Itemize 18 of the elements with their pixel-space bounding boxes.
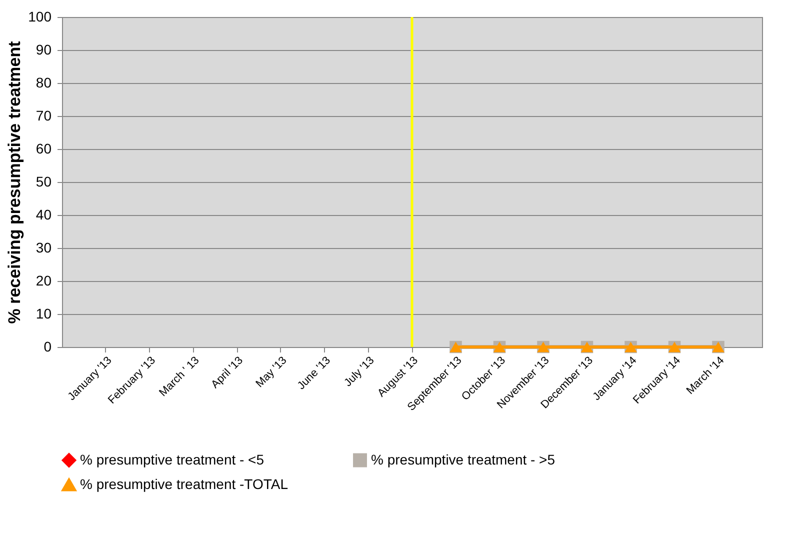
y-tick-label: 50 bbox=[36, 174, 52, 190]
y-tick-label: 60 bbox=[36, 140, 52, 156]
y-tick-label: 10 bbox=[36, 306, 52, 322]
y-tick-label: 30 bbox=[36, 240, 52, 256]
x-tick-label: July '13 bbox=[342, 354, 377, 390]
y-tick-label: 80 bbox=[36, 74, 52, 90]
y-tick-label: 40 bbox=[36, 206, 52, 222]
y-tick-label: 70 bbox=[36, 108, 52, 124]
y-tick-label: 0 bbox=[44, 338, 52, 354]
y-tick-label: 90 bbox=[36, 42, 52, 58]
x-tick-label: June '13 bbox=[295, 354, 333, 392]
legend-label: % presumptive treatment - <5 bbox=[80, 451, 264, 468]
y-tick-label: 20 bbox=[36, 272, 52, 288]
y-tick-label: 100 bbox=[28, 8, 52, 24]
y-axis-title: % receiving presumptive treatment bbox=[5, 40, 24, 324]
legend-label: % presumptive treatment - >5 bbox=[371, 451, 556, 468]
x-tick-label: May '13 bbox=[254, 354, 290, 390]
legend-label: % presumptive treatment -TOTAL bbox=[80, 476, 288, 492]
